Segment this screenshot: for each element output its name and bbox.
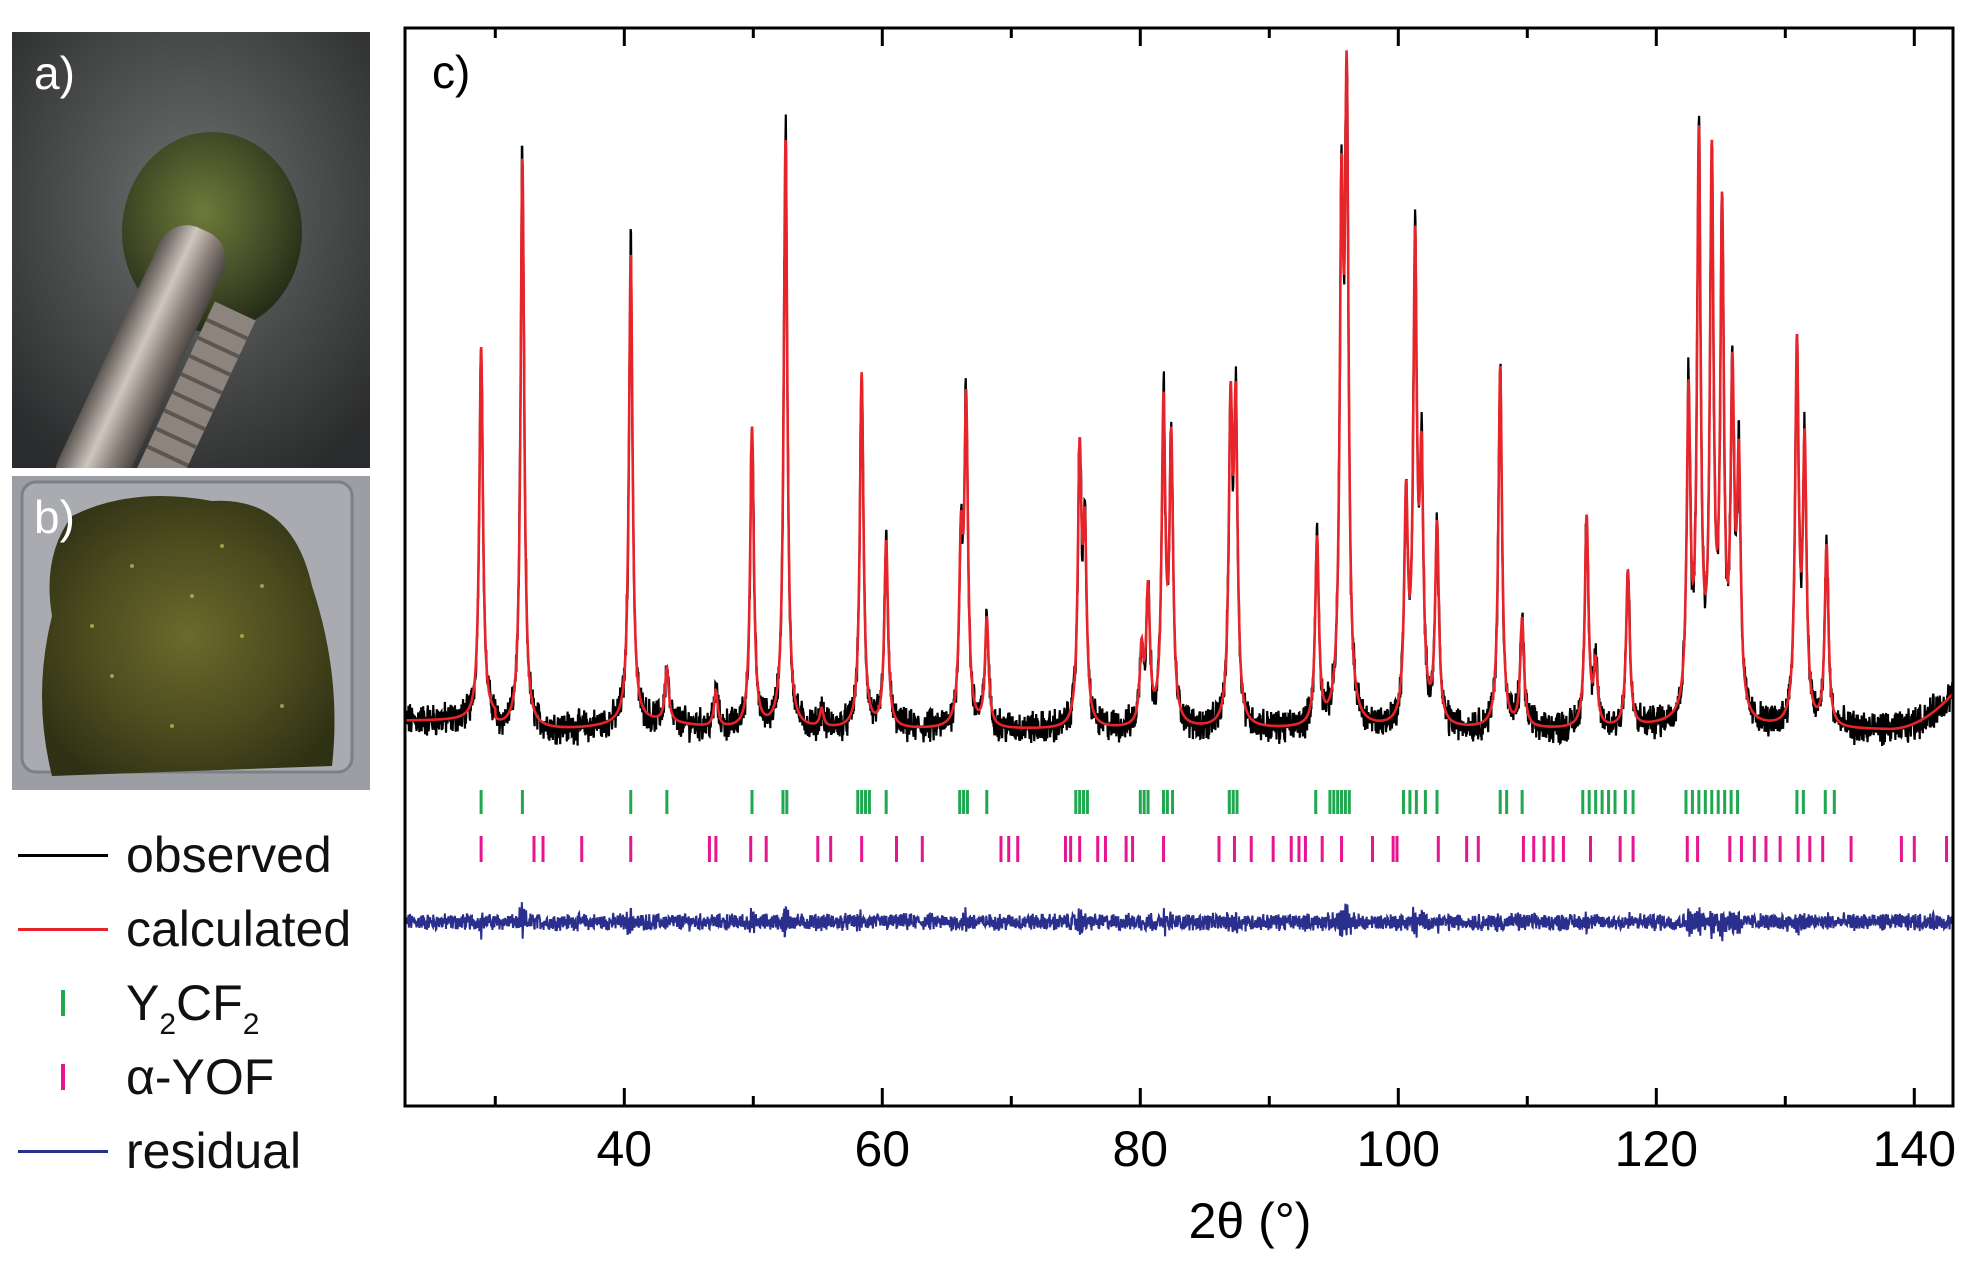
legend-residual-swatch: [18, 1149, 108, 1153]
legend-calculated-label: calculated: [126, 901, 352, 957]
x-tick-label: 140: [1873, 1121, 1956, 1177]
legend-calculated-swatch: [18, 927, 108, 931]
photo-a-image: [12, 32, 370, 468]
legend-y2cf2: Y2CF2: [18, 966, 398, 1041]
legend-calculated: calculated: [18, 892, 398, 966]
series-calculated-line: [404, 50, 1954, 731]
x-axis-label: 2θ (°): [1189, 1193, 1312, 1249]
legend-observed-label: observed: [126, 827, 332, 883]
panel-c-label: c): [432, 46, 470, 98]
panel-b-label: b): [34, 491, 75, 543]
legend-residual-label: residual: [126, 1123, 302, 1179]
legend-ayof-label: α-YOF: [126, 1049, 275, 1105]
x-tick-label: 40: [596, 1121, 652, 1177]
legend: observed calculated Y2CF2 α-YOF residual: [18, 818, 398, 1188]
x-tick-label: 100: [1357, 1121, 1440, 1177]
legend-ayof-swatch: [61, 1064, 65, 1090]
plot-frame: [403, 26, 1955, 1108]
panel-a-label: a): [34, 47, 75, 99]
photo-b-image: [12, 476, 370, 790]
photo-b-powder: b): [12, 476, 370, 790]
legend-y2cf2-label: Y2CF2: [126, 975, 260, 1041]
legend-ayof: α-YOF: [18, 1040, 398, 1114]
x-tick-label: 120: [1615, 1121, 1698, 1177]
x-tick-label: 60: [854, 1121, 910, 1177]
legend-y2cf2-swatch: [61, 990, 65, 1016]
x-axis-ticks: 40 60 80 100 120 140: [493, 28, 1956, 1177]
legend-observed: observed: [18, 818, 398, 892]
legend-observed-swatch: [18, 853, 108, 857]
plot-content: [403, 50, 1955, 942]
legend-residual: residual: [18, 1114, 398, 1188]
photo-a-pellet: a): [12, 32, 370, 468]
x-tick-label: 80: [1112, 1121, 1168, 1177]
series-residual-line: [404, 902, 1954, 942]
